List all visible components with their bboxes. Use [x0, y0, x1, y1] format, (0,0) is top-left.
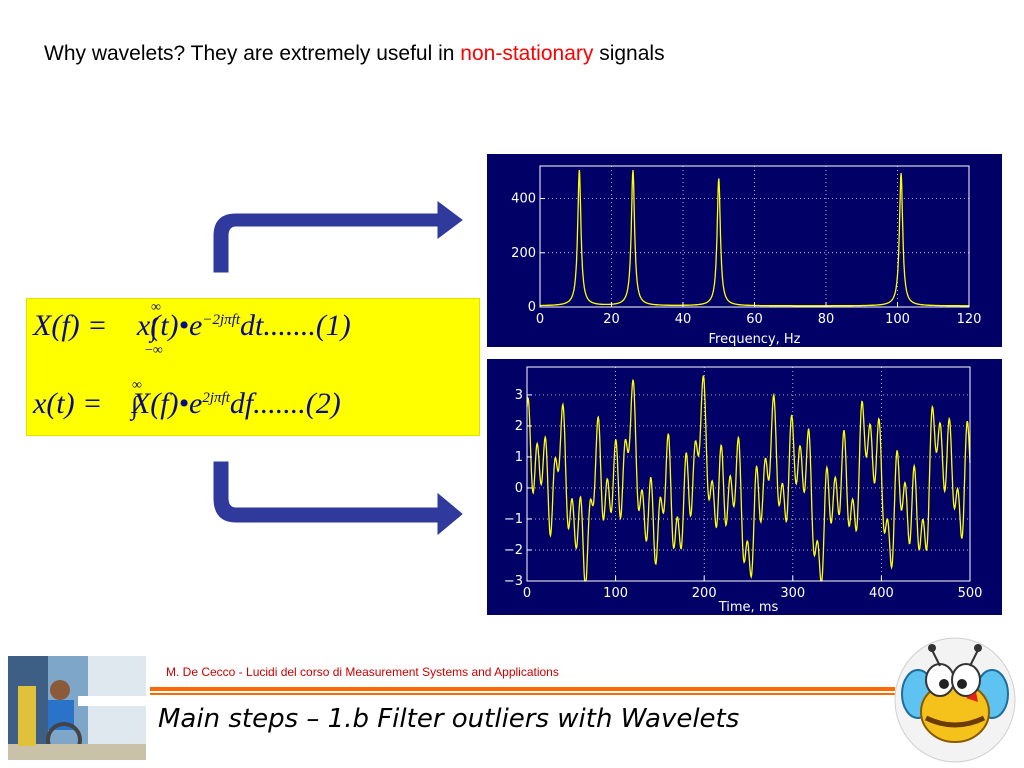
footer-divider	[150, 687, 895, 691]
y-tick-label: −2	[504, 543, 523, 558]
fourier-formula-box: X(f) = x(t)•e−2jπftdt.......(1) ∫ ∞ −∞ x…	[26, 298, 480, 436]
photo-wheelchair-user	[8, 656, 146, 760]
x-tick-label: 20	[603, 312, 620, 327]
footer-divider-thin	[150, 693, 895, 695]
x-tick-label: 300	[780, 586, 805, 601]
eq2-exponent: 2jπft	[202, 390, 230, 406]
eq2-tail: df.......(2)	[229, 387, 341, 420]
x-tick-label: 400	[869, 586, 894, 601]
slide-title: Main steps – 1.b Filter outliers with Wa…	[158, 704, 740, 734]
time-signal-chart: 0 100 200 300 400 500 −3 −2 −1 0 1 2 3 Time, ms	[487, 359, 1002, 615]
y-tick-label: −3	[504, 574, 523, 589]
x-tick-label: 0	[523, 586, 531, 601]
y-tick-label: 400	[511, 192, 536, 207]
plot-frame	[526, 366, 971, 582]
x-axis-label: Time, ms	[718, 600, 779, 615]
y-tick-label: 2	[515, 419, 523, 434]
arrow-to-timesignal	[213, 461, 463, 536]
x-tick-label: 500	[958, 586, 983, 601]
bee-mascot-logo	[894, 637, 1016, 763]
integral-sign-1: ∫	[150, 313, 158, 342]
y-tick-label: 0	[528, 300, 536, 315]
x-tick-label: 40	[675, 312, 692, 327]
eq1-rhs: x(t)•e	[136, 309, 203, 342]
x-tick-label: 100	[885, 312, 910, 327]
x-tick-label: 80	[818, 312, 835, 327]
eq1-lhs: X(f) =	[33, 309, 115, 342]
data-series-line	[526, 375, 971, 582]
x-tick-label: 60	[746, 312, 763, 327]
headline: Why wavelets? They are extremely useful …	[44, 42, 665, 66]
integral-sign-2: ∫	[131, 391, 139, 420]
y-tick-label: 200	[511, 246, 536, 261]
eq1-tail: dt.......(1)	[239, 309, 351, 342]
arrow-to-spectrum	[213, 201, 463, 273]
x-tick-label: 120	[957, 312, 982, 327]
equation-forward: X(f) = x(t)•e−2jπftdt.......(1)	[33, 309, 351, 343]
frequency-spectrum-chart: 0 20 40 60 80 100 120 0 200 400 Frequency, Hz	[487, 154, 1002, 347]
equation-inverse: x(t) = X(f)•e2jπftdf.......(2)	[33, 387, 341, 421]
plot-background	[487, 154, 1002, 347]
x-tick-label: 200	[692, 586, 717, 601]
eq2-rhs: X(f)•e	[131, 387, 203, 420]
photo-image	[8, 656, 146, 760]
eq1-upper-limit: ∞	[151, 300, 161, 315]
y-tick-label: −1	[504, 512, 523, 527]
x-axis-label: Frequency, Hz	[708, 332, 800, 347]
plot-background	[487, 359, 1002, 615]
eq2-upper-limit: ∞	[132, 378, 142, 393]
x-tick-label: 100	[603, 586, 628, 601]
x-tick-label: 0	[536, 312, 544, 327]
y-tick-label: 0	[515, 481, 523, 496]
y-tick-label: 3	[515, 388, 523, 403]
y-tick-label: 1	[515, 450, 523, 465]
eq2-lhs: x(t) =	[33, 387, 110, 420]
course-credit: M. De Cecco - Lucidi del corso di Measur…	[166, 665, 559, 679]
headline-highlight: non-stationary	[460, 42, 594, 65]
eq1-lower-limit: −∞	[145, 343, 163, 358]
eq1-exponent: −2jπft	[202, 312, 240, 328]
headline-text: Why wavelets? They are extremely useful …	[44, 42, 461, 65]
headline-tail: signals	[593, 42, 665, 65]
